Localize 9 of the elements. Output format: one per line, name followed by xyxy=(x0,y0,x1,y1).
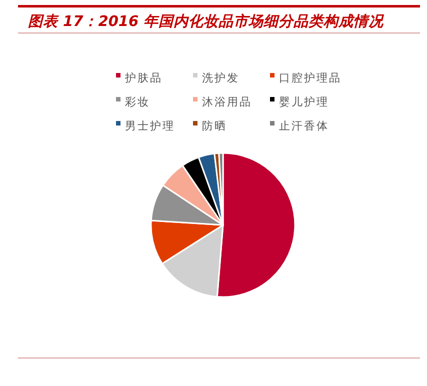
legend-label: 护肤品 xyxy=(124,72,162,84)
title: 图表 17：2016 年国内化妆品市场细分品类构成情况 xyxy=(28,14,384,30)
legend-label: 防晒 xyxy=(202,120,227,132)
legend-label: 沐浴用品 xyxy=(202,96,252,108)
legend-label: 男士护理 xyxy=(125,120,175,132)
legend-label: 止汗香体 xyxy=(279,120,329,132)
legend-label: 彩妆 xyxy=(125,96,150,108)
legend-label: 婴儿护理 xyxy=(279,96,329,108)
legend-label: 洗护发 xyxy=(202,72,240,84)
